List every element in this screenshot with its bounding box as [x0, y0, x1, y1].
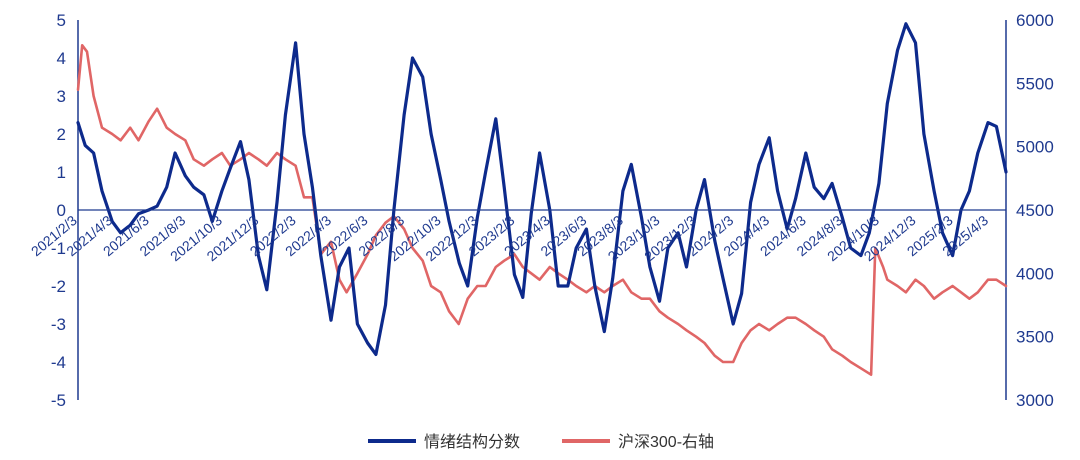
left-axis-ticks: 5 4 3 2 1 0 -1 -2 -3 -4 -5 — [51, 11, 66, 410]
left-tick-label: 3 — [57, 87, 66, 106]
left-tick-label: 4 — [57, 49, 66, 68]
right-tick-label: 3500 — [1016, 328, 1054, 347]
left-tick-label: -4 — [51, 353, 66, 372]
left-tick-label: 2 — [57, 125, 66, 144]
right-tick-label: 4500 — [1016, 201, 1054, 220]
legend-label-sentiment: 情绪结构分数 — [424, 433, 520, 451]
left-tick-label: -1 — [51, 239, 66, 258]
right-tick-label: 4000 — [1016, 264, 1054, 283]
left-tick-label: 0 — [57, 201, 66, 220]
right-tick-label: 6000 — [1016, 11, 1054, 30]
left-tick-label: -5 — [51, 391, 66, 410]
left-tick-label: -3 — [51, 315, 66, 334]
right-tick-label: 5500 — [1016, 74, 1054, 93]
left-tick-label: -2 — [51, 277, 66, 296]
right-tick-label: 3000 — [1016, 391, 1054, 410]
legend-label-csi300: 沪深300-右轴 — [618, 433, 714, 451]
right-axis-ticks: 6000 5500 5000 4500 4000 3500 3000 — [1016, 11, 1054, 410]
series-line-csi300 — [76, 44, 1008, 376]
legend: 情绪结构分数 沪深300-右轴 — [368, 433, 714, 451]
right-tick-label: 5000 — [1016, 138, 1054, 157]
left-tick-label: 1 — [57, 163, 66, 182]
plot-area — [76, 22, 1008, 376]
left-tick-label: 5 — [57, 11, 66, 30]
series-line-sentiment — [76, 22, 1008, 356]
